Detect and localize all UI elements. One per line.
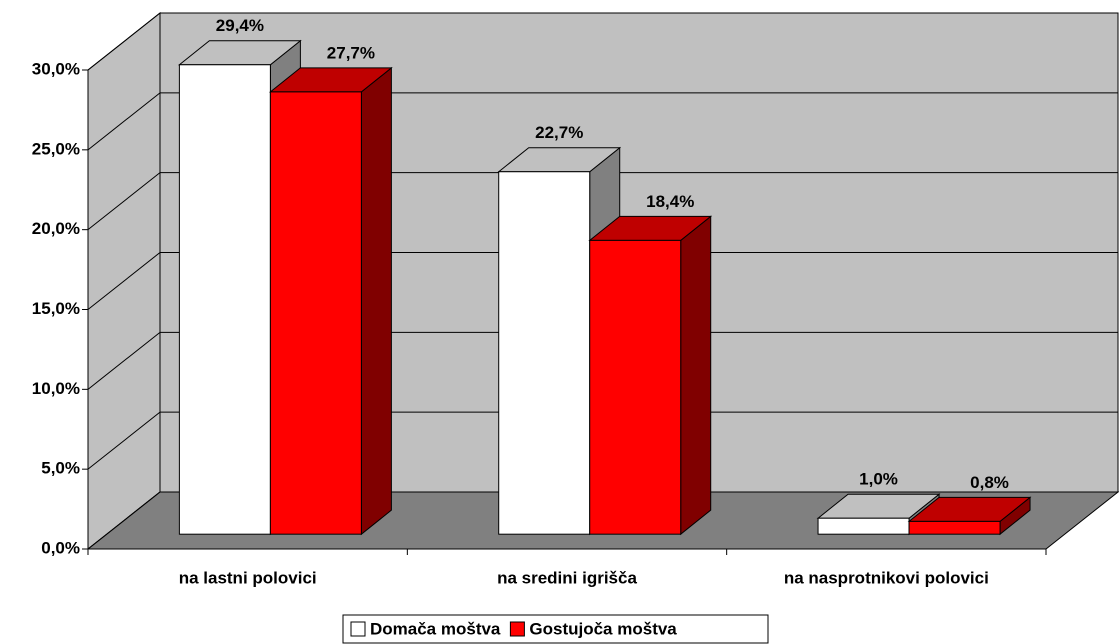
legend-swatch	[509, 621, 525, 637]
bar	[268, 66, 393, 536]
grid-line	[87, 92, 161, 151]
y-tick-label: 20,0%	[32, 219, 80, 238]
x-tick-label: na lastni polovici	[179, 568, 317, 587]
data-label: 27,7%	[327, 43, 375, 62]
data-label: 18,4%	[646, 192, 694, 211]
grid-line	[87, 252, 161, 310]
legend-swatch	[350, 621, 366, 637]
y-tick-label: 5,0%	[41, 459, 80, 478]
legend: Domača moštva Gostujoča moštva	[342, 614, 769, 644]
bar	[588, 215, 713, 536]
bar	[907, 496, 1032, 536]
y-tick-label: 30,0%	[32, 59, 80, 78]
legend-label: Gostujoča moštva	[529, 619, 677, 638]
y-tick-label: 0,0%	[41, 538, 80, 557]
bar-front	[589, 239, 682, 535]
grid-line	[87, 411, 161, 470]
bar-front	[498, 171, 591, 535]
grid-line	[87, 12, 161, 71]
y-tick-label: 15,0%	[32, 299, 80, 318]
bar-side	[360, 66, 392, 536]
data-label: 0,8%	[970, 473, 1009, 492]
bar-front	[817, 517, 910, 535]
grid-line	[87, 491, 161, 550]
bar-front	[908, 520, 1001, 535]
bar-side	[680, 215, 712, 536]
legend-box	[342, 614, 769, 644]
legend-label: Domača moštva	[370, 619, 501, 638]
grid-line	[87, 172, 161, 231]
bar-front	[269, 91, 362, 535]
data-label: 29,4%	[216, 16, 264, 35]
x-tick-label: na nasprotnikovi polovici	[784, 568, 989, 587]
y-tick-label: 10,0%	[32, 379, 80, 398]
data-label: 1,0%	[859, 470, 898, 489]
grid-line	[87, 331, 161, 390]
y-tick-label: 25,0%	[32, 139, 80, 158]
data-label: 22,7%	[535, 123, 583, 142]
x-tick-label: na sredini igrišča	[497, 568, 637, 587]
bar-front	[178, 64, 271, 535]
